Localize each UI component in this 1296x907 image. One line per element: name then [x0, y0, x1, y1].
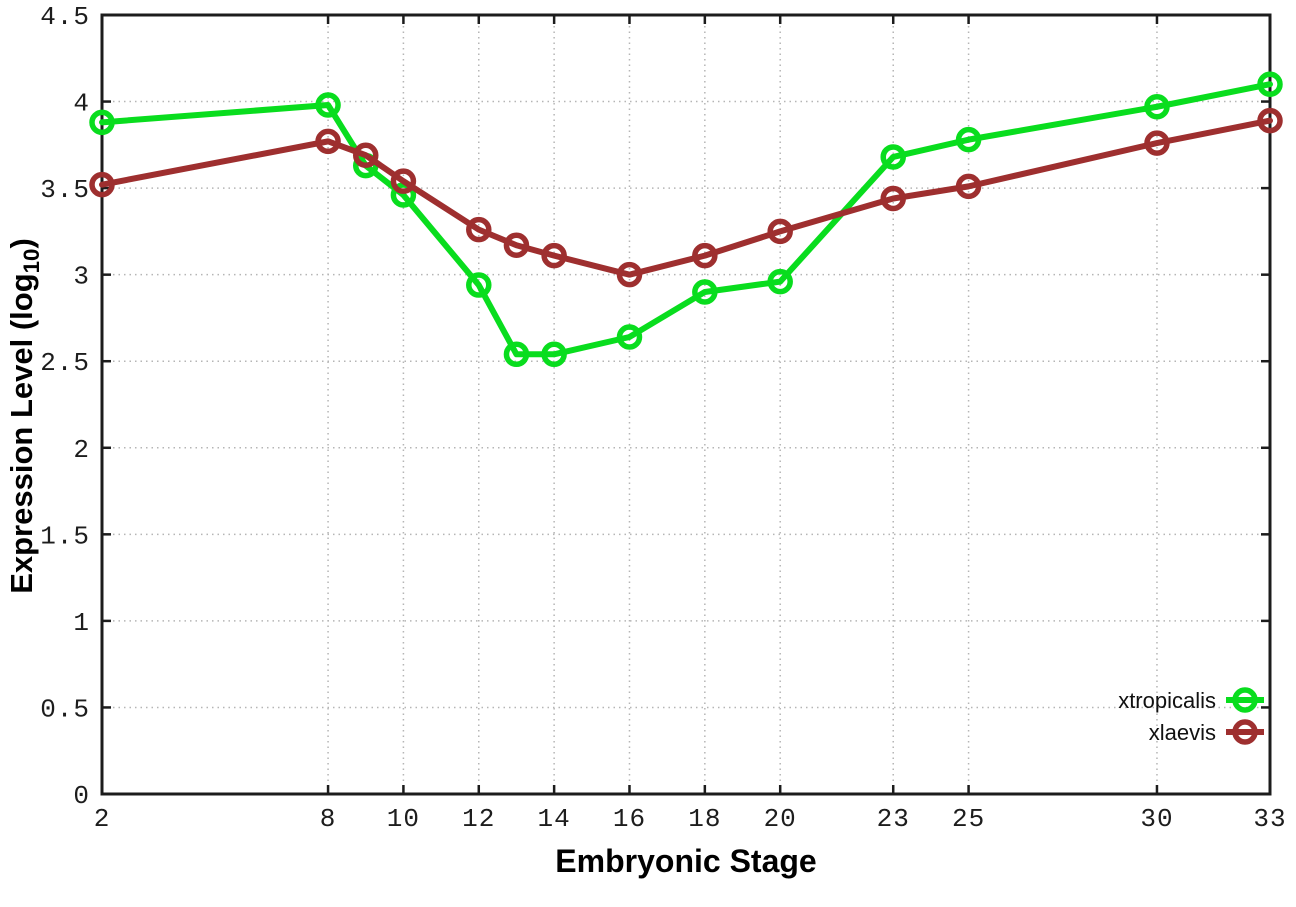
y-tick-label-3: 3: [73, 262, 90, 292]
data-point-xlaevis-18: [692, 242, 718, 269]
y-tick-label-4.5: 4.5: [40, 2, 90, 32]
x-tick-label-30: 30: [1140, 804, 1173, 834]
data-point-xtropicalis-23: [880, 144, 906, 170]
data-point-xtropicalis-13: [503, 341, 530, 368]
data-point-xlaevis-23: [880, 185, 906, 212]
data-point-xtropicalis-25: [955, 126, 982, 153]
x-tick-label-14: 14: [538, 804, 571, 834]
x-tick-label-25: 25: [952, 804, 985, 834]
x-tick-label-20: 20: [764, 804, 797, 834]
legend-label-xlaevis: xlaevis: [1149, 720, 1216, 745]
y-axis-title-close: ): [4, 238, 39, 249]
x-tick-label-23: 23: [877, 804, 910, 834]
data-point-xlaevis-9: [352, 142, 379, 168]
data-point-xlaevis-13: [503, 232, 530, 258]
data-point-xtropicalis-2: [89, 109, 115, 136]
data-point-xlaevis-12: [466, 216, 492, 243]
x-tick-label-10: 10: [387, 804, 420, 834]
series-line-xlaevis: [99, 117, 1273, 278]
legend-label-xtropicalis: xtropicalis: [1118, 688, 1216, 713]
data-point-xlaevis-8: [315, 128, 341, 155]
y-tick-label-3.5: 3.5: [40, 175, 90, 205]
data-point-xtropicalis-30: [1144, 93, 1170, 120]
legend-marker-xtropicalis: [1232, 687, 1258, 713]
data-point-xtropicalis-8: [315, 92, 341, 118]
data-point-xtropicalis-33: [1257, 71, 1283, 97]
data-point-xlaevis-2: [89, 171, 115, 198]
data-point-xlaevis-20: [767, 218, 793, 245]
data-point-xlaevis-25: [955, 173, 982, 200]
data-point-xlaevis-16: [616, 261, 643, 288]
data-point-xtropicalis-18: [692, 279, 718, 305]
x-tick-label-8: 8: [320, 804, 337, 834]
legend-marker-xlaevis: [1232, 719, 1258, 745]
y-tick-label-1: 1: [73, 608, 90, 638]
data-point-xtropicalis-14: [541, 341, 567, 368]
data-point-xlaevis-30: [1144, 130, 1170, 156]
y-tick-label-1.5: 1.5: [40, 521, 90, 551]
y-tick-label-0: 0: [73, 781, 90, 811]
x-tick-label-12: 12: [462, 804, 495, 834]
data-point-xlaevis-33: [1257, 107, 1283, 134]
x-tick-label-33: 33: [1253, 804, 1286, 834]
y-axis-title-subscript: 10: [19, 248, 45, 274]
data-point-xtropicalis-20: [767, 268, 793, 295]
y-tick-label-4: 4: [73, 89, 90, 119]
y-axis-title-text: Expression Level (log: [4, 273, 39, 594]
data-point-xtropicalis-10: [390, 182, 417, 208]
data-point-xlaevis-10: [390, 168, 417, 194]
data-point-xlaevis-14: [541, 242, 567, 269]
y-tick-label-2.5: 2.5: [40, 348, 90, 378]
y-tick-label-2: 2: [73, 435, 90, 465]
x-tick-label-18: 18: [688, 804, 721, 834]
data-point-xtropicalis-16: [616, 324, 643, 350]
plot-border: [100, 13, 1272, 796]
x-axis-title: Embryonic Stage: [555, 843, 817, 879]
x-tick-label-2: 2: [94, 804, 111, 834]
series-line-xtropicalis: [99, 81, 1273, 358]
y-axis-title: Expression Level (log10): [2, 206, 45, 626]
data-point-xtropicalis-12: [466, 272, 492, 298]
x-tick-label-16: 16: [613, 804, 646, 834]
y-tick-label-0.5: 0.5: [40, 694, 90, 724]
